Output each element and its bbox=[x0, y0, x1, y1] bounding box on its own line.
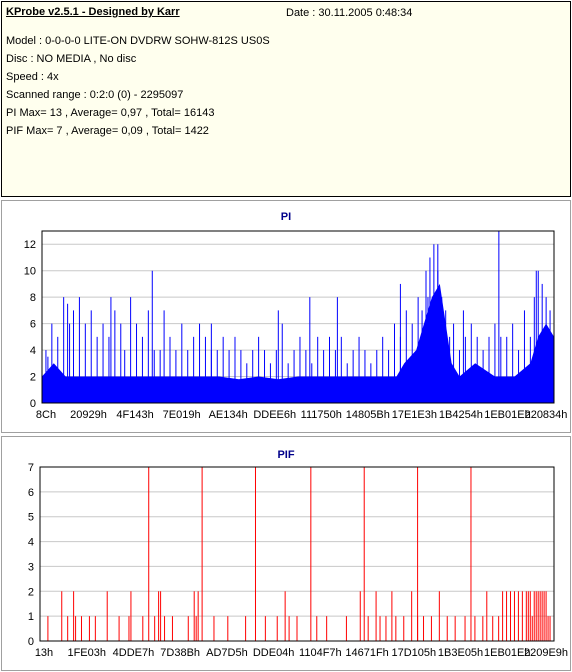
pi-x-tick-label: 4F143h bbox=[116, 409, 153, 421]
pi-x-tick-label: 220834h bbox=[525, 409, 568, 421]
pi-x-tick-label: 1EB01Eh bbox=[484, 409, 530, 421]
info-panel: KProbe v2.5.1 - Designed by Karr Date : … bbox=[1, 1, 571, 197]
pi-y-tick-label: 0 bbox=[30, 398, 36, 410]
pi-chart: 0 2 4 6 8 10 12 8Ch 20929h 4F143h 7E019h AE134h DDEE… bbox=[24, 230, 568, 421]
pif-y-tick-label: 5 bbox=[28, 512, 34, 524]
pi-x-tick-label: DDEE6h bbox=[253, 409, 296, 421]
pi-x-tick-label: 20929h bbox=[70, 409, 107, 421]
pi-summary-line: PI Max= 13 , Average= 0,97 , Total= 1614… bbox=[6, 107, 215, 119]
pi-x-tick-label: 14805Bh bbox=[346, 409, 390, 421]
pif-chart-panel: PIF 0 1 2 3 4 5 6 7 13h 1FE03h 4DDE7h 7D38Bh AD7D5h D… bbox=[1, 436, 571, 671]
model-line: Model : 0-0-0-0 LITE-ON DVDRW SOHW-812S … bbox=[6, 35, 270, 47]
pi-plot-frame bbox=[41, 230, 555, 404]
pi-y-tick-label: 10 bbox=[24, 266, 36, 278]
speed-line: Speed : 4x bbox=[6, 71, 59, 83]
pi-x-tick-label: AE134h bbox=[209, 409, 248, 421]
pif-plot-frame bbox=[39, 466, 555, 642]
pif-x-tick-label: 1EB01Eh bbox=[484, 647, 530, 659]
pi-x-tick-label: 111750h bbox=[301, 409, 342, 421]
app-title: KProbe v2.5.1 - Designed by Karr bbox=[6, 6, 180, 18]
pi-x-tick-label: 1B4254h bbox=[439, 409, 483, 421]
pif-chart: 0 1 2 3 4 5 6 7 13h 1FE03h 4DDE7h 7D38Bh AD7D5h DDE04… bbox=[28, 462, 568, 659]
pif-y-tick-label: 1 bbox=[28, 611, 34, 623]
pif-x-tick-label: 13h bbox=[35, 647, 53, 659]
pi-y-tick-label: 6 bbox=[30, 319, 36, 331]
pif-plot-area bbox=[40, 467, 554, 641]
pi-y-tick-label: 8 bbox=[30, 292, 36, 304]
pi-chart-panel: PI 0 2 4 6 8 10 12 8Ch 20929h 4F143h 7E019h AE134h D… bbox=[1, 200, 571, 433]
pif-x-tick-label: 1FE03h bbox=[67, 647, 106, 659]
pif-x-tick-label: DDE04h bbox=[253, 647, 295, 659]
pif-chart-title: PIF bbox=[277, 449, 295, 461]
pif-x-tick-label: 2209E9h bbox=[524, 647, 568, 659]
pif-y-tick-label: 4 bbox=[28, 537, 34, 549]
pif-x-tick-label: 14671Fh bbox=[345, 647, 388, 659]
pi-x-tick-label: 17E1E3h bbox=[392, 409, 437, 421]
pif-y-tick-label: 2 bbox=[28, 586, 34, 598]
pif-y-tick-label: 3 bbox=[28, 561, 34, 573]
pi-chart-title: PI bbox=[280, 211, 292, 223]
pif-x-tick-label: 7D38Bh bbox=[160, 647, 200, 659]
pif-x-tick-label: 4DDE7h bbox=[113, 647, 155, 659]
pi-x-tick-label: 8Ch bbox=[36, 409, 56, 421]
disc-line: Disc : NO MEDIA , No disc bbox=[6, 53, 137, 65]
scanned-range-line: Scanned range : 0:2:0 (0) - 2295097 bbox=[6, 89, 184, 101]
scan-date: Date : 30.11.2005 0:48:34 bbox=[286, 7, 413, 19]
pif-y-tick-label: 6 bbox=[28, 487, 34, 499]
pif-x-tick-label: 1B3E05h bbox=[438, 647, 483, 659]
pi-y-tick-label: 2 bbox=[30, 372, 36, 384]
pif-y-tick-label: 7 bbox=[28, 462, 34, 474]
pi-y-tick-label: 4 bbox=[30, 345, 36, 357]
pif-x-tick-label: AD7D5h bbox=[206, 647, 248, 659]
pif-summary-line: PIF Max= 7 , Average= 0,09 , Total= 1422 bbox=[6, 125, 209, 137]
pif-y-tick-label: 0 bbox=[28, 636, 34, 648]
pif-x-tick-label: 1104F7h bbox=[299, 647, 342, 659]
pif-x-tick-label: 17D105h bbox=[391, 647, 436, 659]
pi-x-tick-label: 7E019h bbox=[163, 409, 201, 421]
pi-y-tick-label: 12 bbox=[24, 239, 36, 251]
